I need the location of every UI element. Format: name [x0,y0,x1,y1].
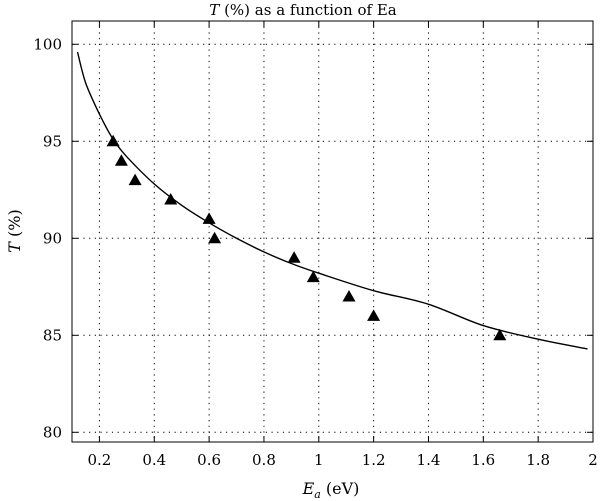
x-tick-label: 1 [314,451,324,469]
y-axis-variable: T [5,241,24,253]
chart-title-variable: T [209,1,220,19]
x-axis-variable: E [302,479,315,498]
data-point-triangle [164,193,178,205]
x-axis-unit: (eV) [321,479,360,498]
y-tick-label: 80 [43,423,62,441]
y-tick-label: 85 [43,326,62,344]
data-point-triangle [208,231,222,244]
x-tick-label: 0.2 [87,451,111,469]
axis-ticks [72,21,594,442]
plot-area-frame [71,20,594,443]
x-tick-label: 0.8 [252,451,276,469]
data-point-triangle [342,290,356,302]
y-axis-unit: (%) [5,209,24,242]
data-point-triangle [202,212,216,224]
x-axis-subscript: a [314,488,321,501]
fit-curve [76,51,588,350]
data-point-triangle [493,328,507,341]
y-axis-title: T (%) [5,209,24,252]
data-point-triangle [106,134,120,147]
data-point-triangle [114,154,128,166]
x-axis-title: Ea (eV) [302,479,360,501]
x-tick-label: 0.4 [142,451,166,469]
data-point-triangle [287,251,301,263]
data-point-triangle [306,270,320,283]
grid [72,21,593,442]
x-tick-label: 0.6 [197,451,221,469]
data-points [106,134,507,341]
data-point-triangle [128,173,142,186]
x-tick-label: 1.2 [362,451,386,469]
y-tick-label: 100 [33,35,62,53]
y-tick-labels: 80 85 90 95 100 [33,35,62,441]
y-tick-label: 95 [43,132,62,150]
x-tick-label: 1.6 [471,451,495,469]
y-tick-label: 90 [43,229,62,247]
x-tick-label: 1.8 [526,451,550,469]
chart-title: T (%) as a function of Ea [209,1,396,19]
fit-curve-group [76,51,588,350]
data-point-triangle [367,309,381,321]
x-tick-labels: 0.2 0.4 0.6 0.8 1 1.2 1.4 1.6 1.8 2 [87,451,597,469]
chart-title-text: (%) as a function of Ea [219,1,396,19]
x-tick-label: 1.4 [417,451,441,469]
x-tick-label: 2 [588,451,598,469]
